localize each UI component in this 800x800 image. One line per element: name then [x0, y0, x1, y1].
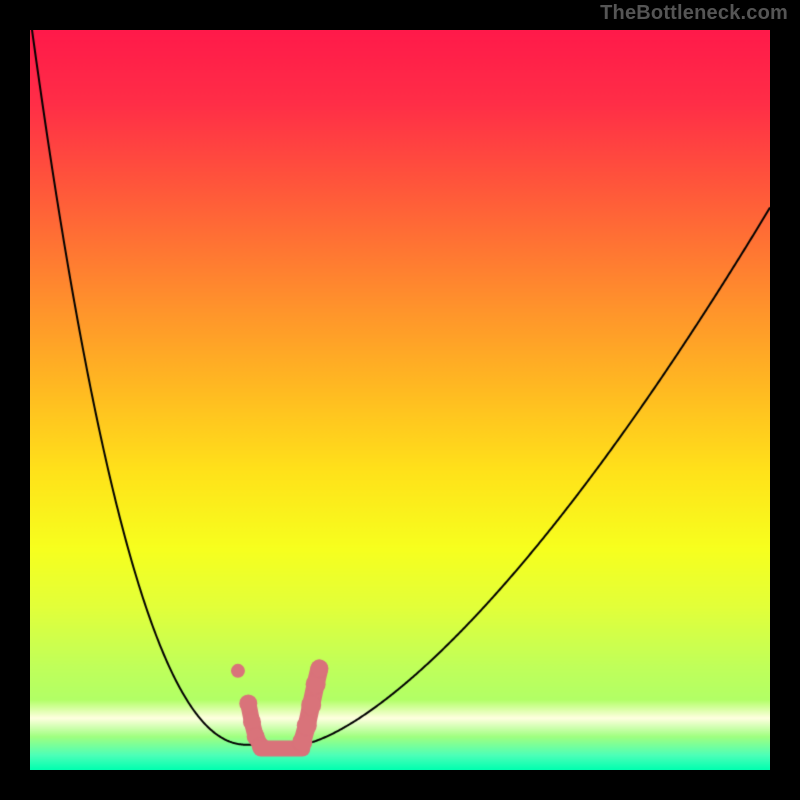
watermark-text: TheBottleneck.com — [600, 2, 788, 25]
plot-area — [30, 30, 770, 770]
stage: TheBottleneck.com — [0, 0, 800, 800]
bottleneck-chart — [30, 30, 770, 770]
